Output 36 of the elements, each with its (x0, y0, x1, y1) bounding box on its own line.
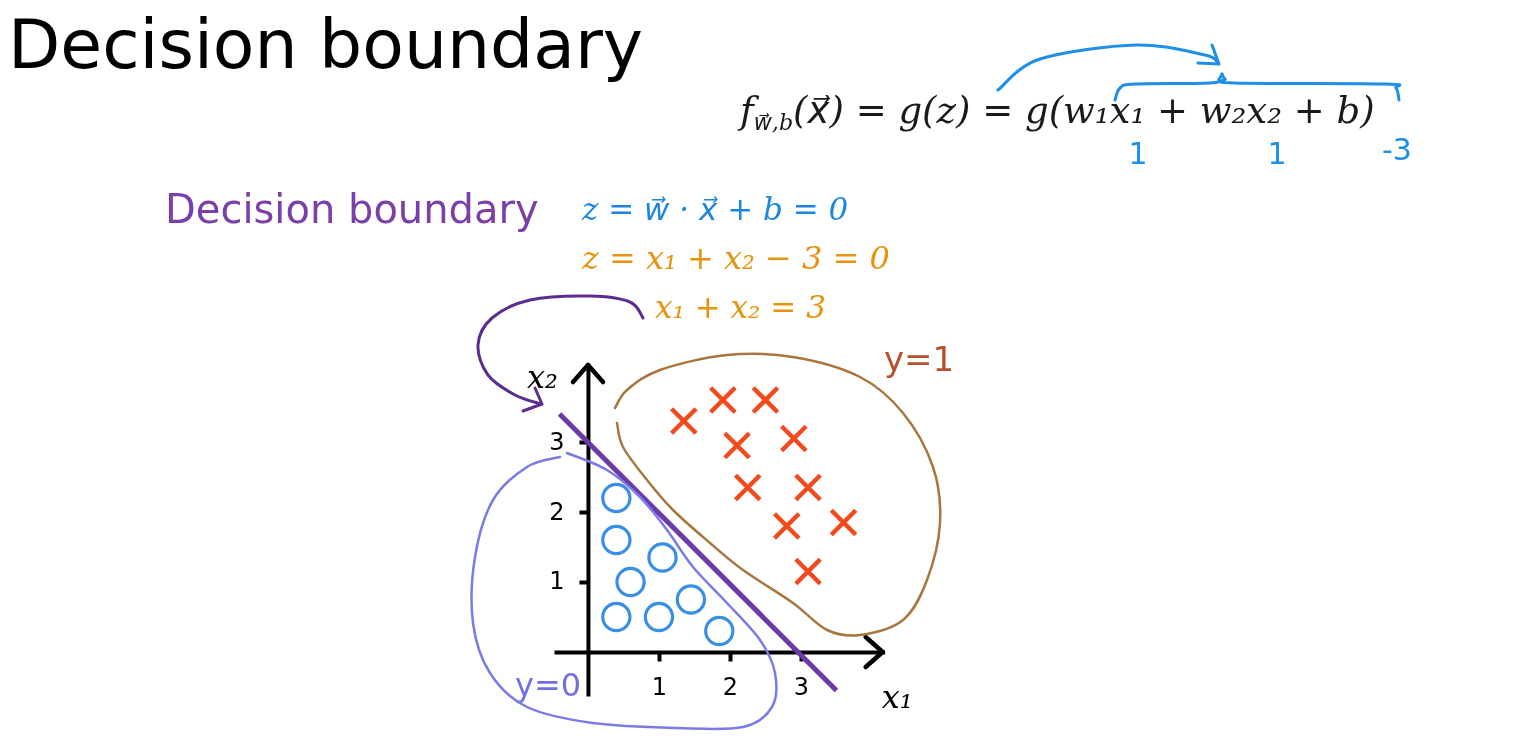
text: x₁ + x₂ = 3 (655, 289, 826, 326)
point (675, 584, 707, 615)
point (643, 601, 675, 633)
point (793, 557, 823, 586)
annotation: y=0 (515, 666, 582, 704)
point (708, 385, 738, 415)
point (601, 524, 632, 556)
point (615, 566, 646, 598)
point (601, 482, 632, 514)
point (669, 406, 699, 436)
point (751, 385, 780, 415)
point (722, 431, 752, 460)
x-tick-label: 3 (793, 673, 810, 702)
y-tick-label: 3 (549, 427, 565, 456)
point (601, 601, 632, 633)
text: -3 (1382, 132, 1412, 168)
point (829, 508, 859, 537)
x-tick-label: 1 (651, 673, 668, 702)
x-tick-label: 2 (722, 673, 739, 702)
point (704, 615, 735, 647)
x-axis-title: x₁ (881, 678, 913, 717)
text: z = w⃗ · x⃗ + b = 0 (582, 191, 849, 228)
point (779, 424, 809, 453)
point (733, 473, 763, 502)
text: 1 (1267, 136, 1287, 172)
point (793, 473, 823, 502)
chart-subtitle: Decision boundary (165, 186, 539, 232)
point (772, 511, 802, 541)
text: y=1 (884, 339, 955, 380)
chart-title: Decision boundary (8, 5, 644, 85)
text: z = x₁ + x₂ − 3 = 0 (582, 239, 890, 277)
point (647, 542, 678, 573)
text: 1 (1128, 136, 1148, 172)
y-axis-title: x₂ (527, 357, 558, 396)
y-tick-label: 2 (549, 497, 565, 526)
y-tick-label: 1 (549, 567, 565, 596)
